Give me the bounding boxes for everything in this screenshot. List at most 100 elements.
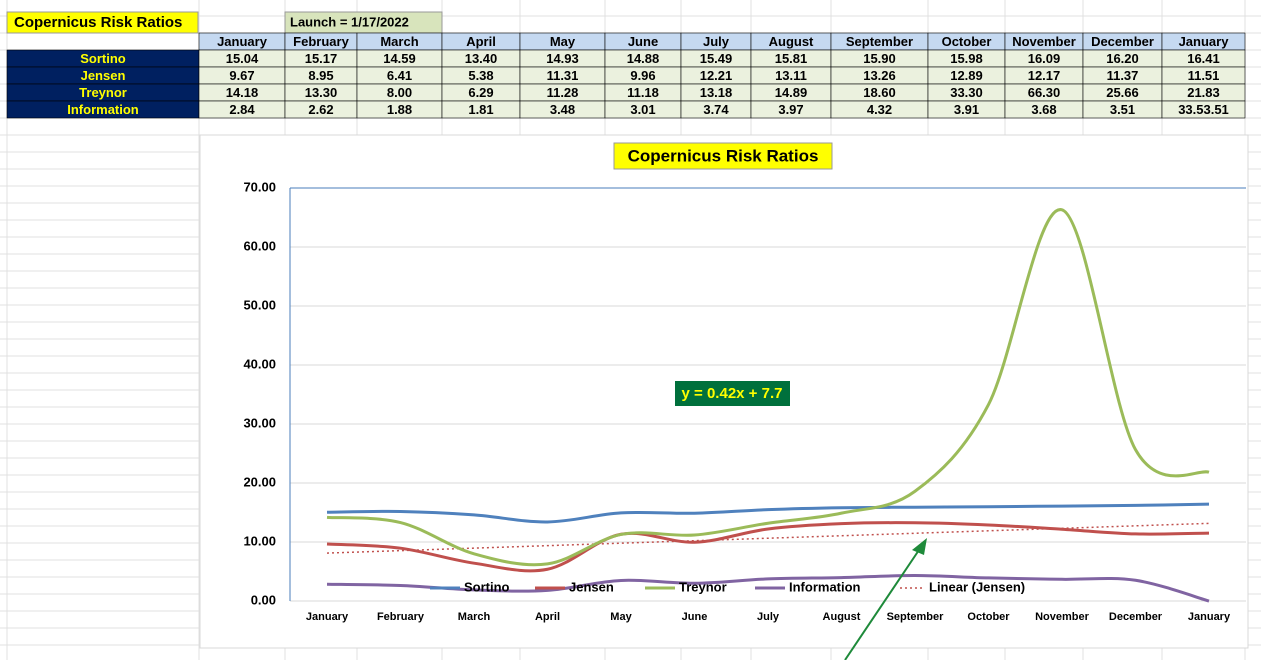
data-cell	[1161, 100, 1246, 119]
cell-value: 1.88	[387, 102, 412, 117]
cell-value: 11.37	[1107, 68, 1139, 83]
column-header: March	[380, 34, 418, 49]
cell-value: 12.17	[1028, 68, 1061, 83]
column-header: September	[846, 34, 913, 49]
x-tick-label: November	[1035, 611, 1090, 623]
column-header: April	[466, 34, 496, 49]
x-tick-label: August	[823, 611, 861, 623]
cell-value: 15.04	[226, 51, 259, 66]
series-line	[326, 521, 1210, 573]
cell-value: 16.20	[1106, 51, 1139, 66]
cell-value: 3.74	[703, 102, 729, 117]
cell-value: 11.18	[627, 85, 659, 100]
cell-value: 14.88	[627, 51, 660, 66]
column-header: February	[293, 34, 349, 49]
cell-value: 14.89	[775, 85, 808, 100]
cell-value: 14.93	[546, 51, 579, 66]
x-tick-label: January	[1188, 611, 1231, 623]
y-tick-label: 60.00	[243, 238, 276, 253]
cell-value: 3.68	[1031, 102, 1056, 117]
x-tick-label: February	[377, 611, 425, 623]
cell-value: 6.29	[468, 85, 493, 100]
column-header: June	[628, 34, 658, 49]
legend-label: Sortino	[464, 579, 510, 594]
table: January February March April May June July Augu…	[6, 32, 1246, 119]
cell-value: 13.40	[465, 51, 498, 66]
plot: 0.00 10.00 20.00 30.00 40.00 50.00 60.00 70.00 J…	[243, 179, 1246, 623]
cell-value: 66.30	[1028, 85, 1061, 100]
column-header: January	[1179, 34, 1230, 49]
cell-value: 9.67	[229, 68, 254, 83]
y-tick-label: 0.00	[251, 592, 276, 607]
cell-value: 13.26	[863, 68, 896, 83]
legend-label: Treynor	[679, 579, 727, 594]
x-tick-label: July	[757, 611, 780, 623]
cell-value: 3.48	[550, 102, 575, 117]
cell-value: 6.41	[387, 68, 412, 83]
cell-value: 8.95	[308, 68, 333, 83]
cell-value: 33.53.51	[1178, 102, 1229, 117]
arrow	[844, 546, 922, 660]
y-tick-label: 50.00	[243, 297, 276, 312]
x-tick-label: September	[887, 611, 945, 623]
x-tick-label: May	[610, 611, 632, 623]
cell-value: 15.81	[775, 51, 808, 66]
sheet-title: Copernicus Risk Ratios	[14, 14, 182, 31]
equation-box	[675, 381, 790, 406]
column-header: January	[217, 34, 268, 49]
cell-value: 18.60	[863, 85, 896, 100]
column-header: August	[769, 34, 814, 49]
cell-value: 13.11	[775, 68, 807, 83]
y-tick-label: 20.00	[243, 474, 276, 489]
trend-equation: y = 0.42x + 7.7	[682, 385, 783, 402]
cell-value: 25.66	[1106, 85, 1139, 100]
cell-value: 2.62	[308, 102, 333, 117]
cell-value: 12.21	[700, 68, 733, 83]
column-header: December	[1091, 34, 1154, 49]
column-header: October	[942, 34, 992, 49]
x-tick-label: March	[458, 611, 491, 623]
cell-value: 11.51	[1188, 68, 1220, 83]
x-tick-label: January	[306, 611, 349, 623]
x-tick-label: December	[1109, 611, 1163, 623]
cell-value: 16.09	[1028, 51, 1061, 66]
column-header: July	[703, 34, 730, 49]
series-line	[326, 574, 1210, 603]
cell-value: 3.51	[1110, 102, 1135, 117]
cell-value: 13.18	[700, 85, 733, 100]
cell-value: 15.90	[863, 51, 896, 66]
x-tick-label: April	[535, 611, 560, 623]
cell-value: 21.83	[1187, 85, 1220, 100]
cell-value: 12.89	[950, 68, 983, 83]
y-tick-label: 70.00	[243, 179, 276, 194]
y-tick-label: 40.00	[243, 356, 276, 371]
row-label: Information	[67, 102, 139, 117]
cell-value: 4.32	[867, 102, 892, 117]
series-line	[326, 502, 1210, 524]
cell-value: 15.17	[305, 51, 338, 66]
y-tick-label: 10.00	[243, 533, 276, 548]
cell-value: 2.84	[229, 102, 255, 117]
arrow-head	[912, 538, 927, 555]
cell-value: 11.28	[547, 85, 579, 100]
cell-value: 5.38	[468, 68, 493, 83]
cell-value: 3.91	[954, 102, 979, 117]
legend-label: Jensen	[569, 579, 614, 594]
x-tick-label: June	[682, 611, 708, 623]
cell-value: 16.41	[1187, 51, 1220, 66]
cell-value: 9.96	[630, 68, 655, 83]
y-tick-label: 30.00	[243, 415, 276, 430]
series-line	[326, 208, 1210, 567]
legend-label: Linear (Jensen)	[929, 579, 1025, 594]
row-label: Treynor	[79, 85, 127, 100]
cell-value: 11.31	[547, 68, 579, 83]
row-label: Sortino	[80, 51, 126, 66]
column-header: November	[1012, 34, 1076, 49]
cell-value: 13.30	[305, 85, 338, 100]
column-header: May	[550, 34, 576, 49]
title-cell	[6, 11, 199, 34]
launch-text: Launch = 1/17/2022	[290, 14, 409, 29]
cell-value: 8.00	[387, 85, 412, 100]
